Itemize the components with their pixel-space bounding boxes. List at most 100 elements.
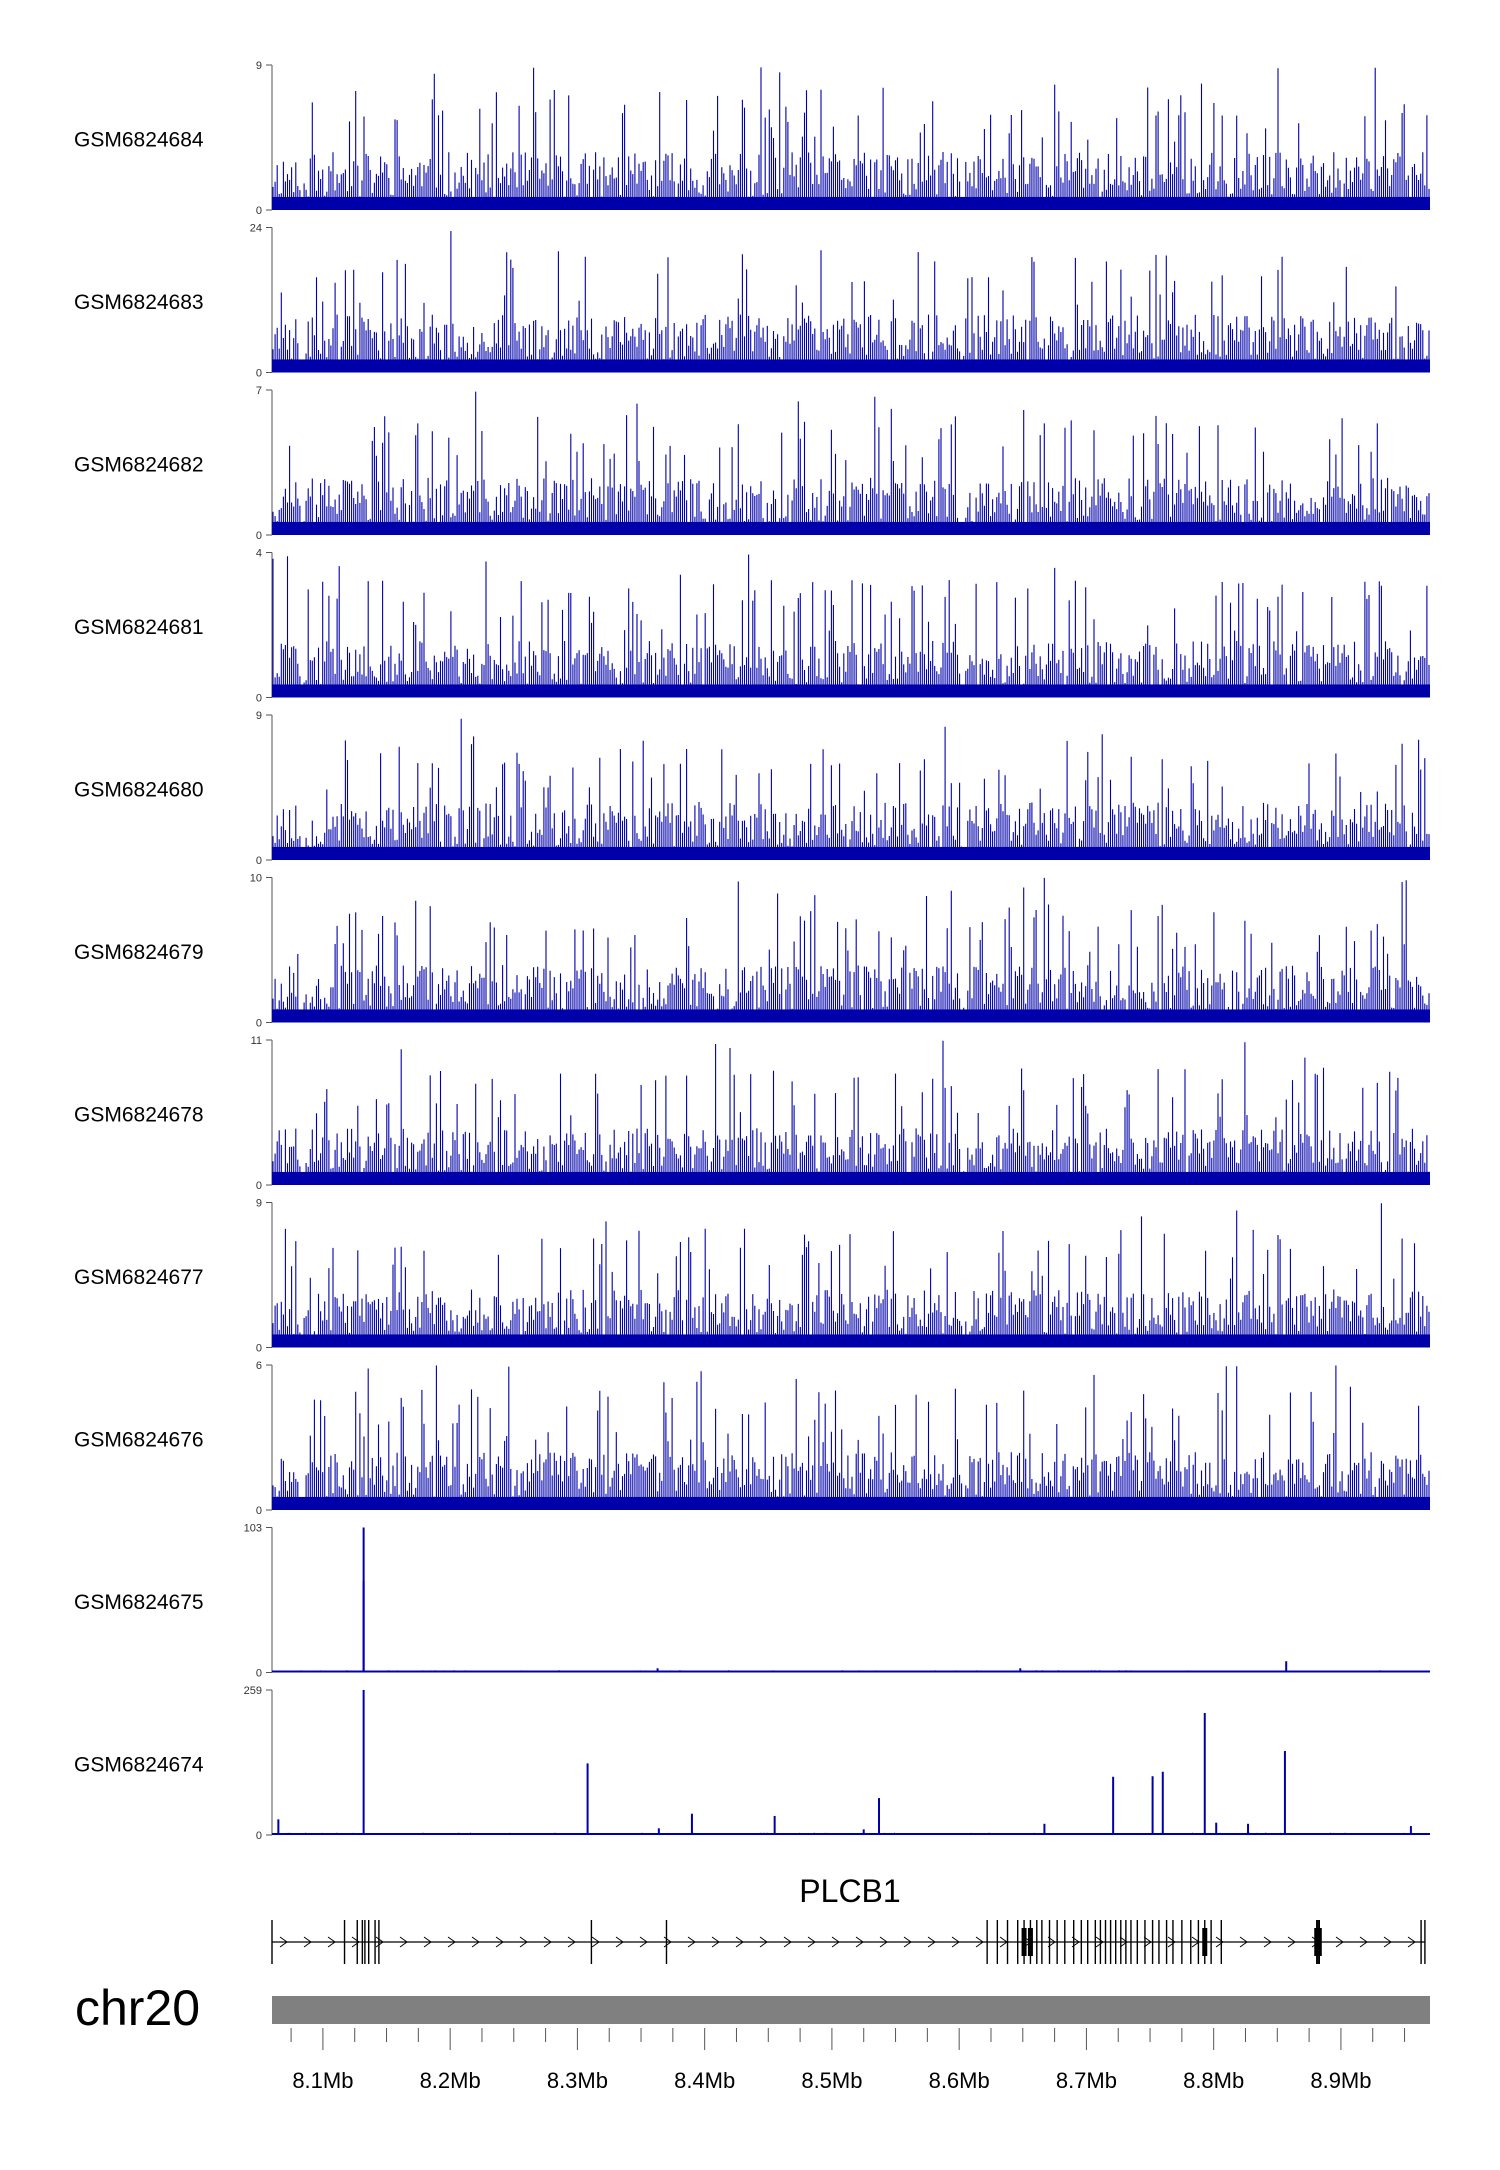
coverage-signal xyxy=(272,718,1430,860)
y-min-label: 0 xyxy=(256,693,262,705)
gene-exon-thick xyxy=(1316,1928,1322,1956)
strand-arrow xyxy=(879,1936,888,1948)
y-min-label: 0 xyxy=(256,205,262,217)
track-GSM6824684: GSM6824684 9 0 xyxy=(74,60,1430,217)
y-min-label: 0 xyxy=(256,530,262,542)
y-min-label: 0 xyxy=(256,855,262,867)
strand-arrow xyxy=(1143,1936,1152,1948)
y-max-label: 9 xyxy=(256,710,262,722)
track-label: GSM6824681 xyxy=(74,616,204,639)
strand-arrow xyxy=(327,1936,336,1948)
gene-exon-thick xyxy=(1202,1928,1208,1956)
coverage-baseline-fill xyxy=(272,521,1430,535)
strand-arrow xyxy=(399,1936,408,1948)
coverage-noise xyxy=(281,1832,1428,1835)
strand-arrow xyxy=(975,1936,984,1948)
y-max-label: 11 xyxy=(251,1035,262,1047)
x-tick-label: 8.9Mb xyxy=(1310,2068,1371,2093)
coverage-baseline-fill xyxy=(272,359,1430,373)
strand-arrow xyxy=(1263,1936,1272,1948)
y-min-label: 0 xyxy=(256,1343,262,1355)
strand-arrow xyxy=(1335,1936,1344,1948)
coverage-signal xyxy=(272,554,1430,698)
coverage-baseline-fill xyxy=(272,846,1430,860)
track-GSM6824683: GSM6824683 24 0 xyxy=(74,223,1430,380)
y-max-label: 103 xyxy=(244,1523,262,1535)
strand-arrow xyxy=(1239,1936,1248,1948)
coverage-baseline-fill xyxy=(272,1496,1430,1510)
strand-arrow xyxy=(279,1936,288,1948)
strand-arrow xyxy=(1167,1936,1176,1948)
strand-arrow xyxy=(543,1936,552,1948)
track-label: GSM6824675 xyxy=(74,1591,204,1614)
x-tick-label: 8.5Mb xyxy=(801,2068,862,2093)
coverage-baseline-fill xyxy=(272,1009,1430,1023)
track-GSM6824675: GSM6824675 103 0 xyxy=(74,1523,1430,1680)
track-GSM6824682: GSM6824682 7 0 xyxy=(74,385,1430,542)
strand-arrow xyxy=(447,1936,456,1948)
gene-label: PLCB1 xyxy=(799,1873,900,1909)
track-label: GSM6824674 xyxy=(74,1754,204,1777)
strand-arrow xyxy=(687,1936,696,1948)
y-max-label: 7 xyxy=(256,385,262,397)
coverage-signal xyxy=(272,1203,1430,1348)
strand-arrow xyxy=(903,1936,912,1948)
coverage-signal xyxy=(272,391,1430,535)
track-label: GSM6824682 xyxy=(74,454,204,477)
chromosome-axis: chr20 8.1Mb 8.2Mb 8.3Mb 8.4Mb 8.5Mb 8.6Mb 8.7M… xyxy=(75,1980,1430,2093)
y-max-label: 6 xyxy=(256,1360,262,1372)
y-max-label: 4 xyxy=(256,548,262,560)
y-min-label: 0 xyxy=(256,1668,262,1680)
strand-arrow xyxy=(951,1936,960,1948)
track-GSM6824678: GSM6824678 11 0 xyxy=(74,1035,1430,1192)
track-label: GSM6824677 xyxy=(74,1266,204,1289)
chromosome-label: chr20 xyxy=(75,1980,200,2036)
coverage-signal xyxy=(272,877,1430,1023)
strand-arrow xyxy=(1359,1936,1368,1948)
coverage-signal xyxy=(272,1040,1430,1185)
track-GSM6824674: GSM6824674 259 0 xyxy=(74,1685,1430,1842)
track-GSM6824681: GSM6824681 4 0 xyxy=(74,548,1430,705)
strand-arrow xyxy=(1287,1936,1296,1948)
track-label: GSM6824678 xyxy=(74,1104,204,1127)
x-tick-label: 8.7Mb xyxy=(1056,2068,1117,2093)
coverage-baseline-fill xyxy=(272,684,1430,698)
gene-track: PLCB1 xyxy=(271,1873,1426,1964)
coverage-signal xyxy=(272,1365,1430,1510)
strand-arrow xyxy=(1407,1936,1416,1948)
strand-arrow xyxy=(1095,1936,1104,1948)
strand-arrow xyxy=(351,1936,360,1948)
strand-arrow xyxy=(615,1936,624,1948)
gene-exon-thick xyxy=(1027,1928,1033,1956)
track-GSM6824679: GSM6824679 10 0 xyxy=(74,873,1430,1030)
strand-arrow xyxy=(1383,1936,1392,1948)
strand-arrow xyxy=(1047,1936,1056,1948)
strand-arrow xyxy=(471,1936,480,1948)
y-min-label: 0 xyxy=(256,1018,262,1030)
y-min-label: 0 xyxy=(256,1180,262,1192)
strand-arrow xyxy=(855,1936,864,1948)
coverage-tracks: GSM682468490GSM6824683240GSM682468270GSM… xyxy=(74,60,1430,1842)
coverage-baseline-fill xyxy=(272,1334,1430,1348)
strand-arrow xyxy=(303,1936,312,1948)
y-max-label: 24 xyxy=(250,223,262,235)
strand-arrow xyxy=(519,1936,528,1948)
track-label: GSM6824676 xyxy=(74,1429,204,1452)
track-label: GSM6824684 xyxy=(74,129,204,152)
coverage-signal xyxy=(272,231,1430,373)
coverage-signal xyxy=(272,67,1430,210)
track-label: GSM6824680 xyxy=(74,779,204,802)
strand-arrow xyxy=(591,1936,600,1948)
track-GSM6824676: GSM6824676 6 0 xyxy=(74,1360,1430,1517)
gene-exon-thick xyxy=(1021,1928,1027,1956)
chromosome-ideogram-bar xyxy=(272,1996,1430,2024)
y-max-label: 10 xyxy=(250,873,262,885)
y-max-label: 259 xyxy=(244,1685,262,1697)
track-GSM6824680: GSM6824680 9 0 xyxy=(74,710,1430,867)
strand-arrow xyxy=(783,1936,792,1948)
x-tick-label: 8.1Mb xyxy=(292,2068,353,2093)
y-min-label: 0 xyxy=(256,1830,262,1842)
x-tick-label: 8.3Mb xyxy=(547,2068,608,2093)
strand-arrow xyxy=(759,1936,768,1948)
